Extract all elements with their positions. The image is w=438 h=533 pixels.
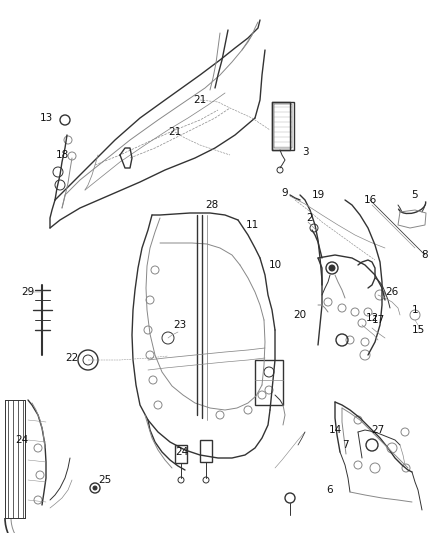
Text: 15: 15 (411, 325, 424, 335)
Text: 23: 23 (173, 320, 187, 330)
Circle shape (329, 265, 335, 271)
Text: 2: 2 (307, 213, 313, 223)
Text: 17: 17 (371, 315, 385, 325)
Text: 24: 24 (15, 435, 28, 445)
Text: 26: 26 (385, 287, 399, 297)
Text: 21: 21 (168, 127, 182, 137)
Text: 27: 27 (371, 425, 385, 435)
Text: 8: 8 (422, 250, 428, 260)
Text: 18: 18 (55, 150, 69, 160)
Text: 25: 25 (99, 475, 112, 485)
Text: 29: 29 (21, 287, 35, 297)
Text: 14: 14 (328, 425, 342, 435)
Text: 3: 3 (302, 147, 308, 157)
Bar (272, 102, 294, 150)
Text: 1: 1 (412, 305, 418, 315)
Bar (255, 360, 283, 405)
Text: 19: 19 (311, 190, 325, 200)
Text: 7: 7 (342, 440, 348, 450)
Text: 5: 5 (412, 190, 418, 200)
Text: 21: 21 (193, 95, 207, 105)
Text: 24: 24 (175, 447, 189, 457)
Text: 6: 6 (327, 485, 333, 495)
Bar (274, 104, 292, 148)
Text: 16: 16 (364, 195, 377, 205)
Circle shape (93, 486, 97, 490)
Text: 13: 13 (39, 113, 53, 123)
Text: 9: 9 (282, 188, 288, 198)
Text: 11: 11 (245, 220, 258, 230)
Text: 10: 10 (268, 260, 282, 270)
Bar (200, 440, 212, 462)
Text: 12: 12 (365, 313, 378, 323)
Text: 28: 28 (205, 200, 219, 210)
Text: 22: 22 (65, 353, 79, 363)
Text: 20: 20 (293, 310, 307, 320)
Bar (175, 445, 187, 463)
